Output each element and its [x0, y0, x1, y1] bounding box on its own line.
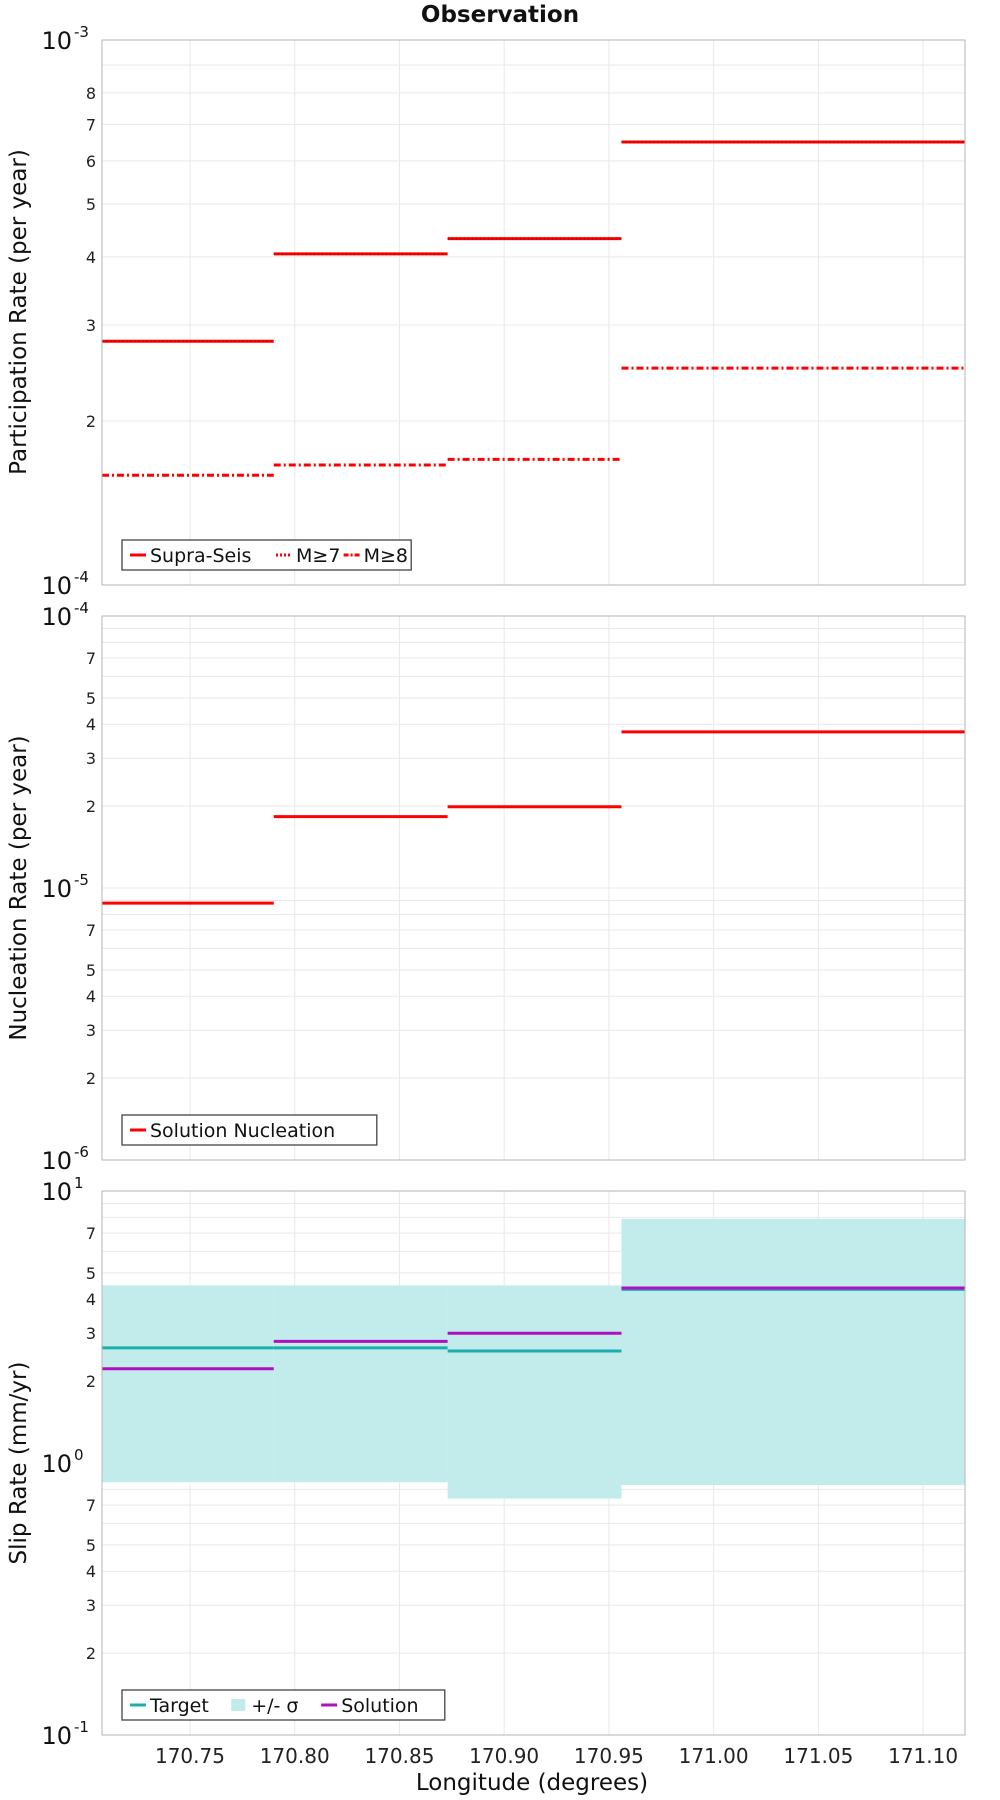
y-tick-label: 3: [86, 316, 96, 335]
x-tick-label: 171.05: [783, 1744, 853, 1768]
y-tick-label: 7: [86, 1496, 96, 1515]
y-major-tick-label: 10: [41, 27, 72, 55]
y-tick-label: 3: [86, 749, 96, 768]
y-tick-label: 8: [86, 84, 96, 103]
x-tick-label: 170.95: [574, 1744, 644, 1768]
y-tick-label: 5: [86, 689, 96, 708]
legend: Supra-Seis M≥7 M≥8: [121, 539, 412, 571]
legend-entry: Solution: [341, 1695, 418, 1717]
y-major-tick-label: 10: [41, 1147, 72, 1175]
legend-box: [121, 1114, 378, 1146]
y-major-tick-label: 10: [41, 1450, 72, 1478]
x-tick-label: 170.90: [469, 1744, 539, 1768]
y-tick-label: 2: [86, 1644, 96, 1663]
y-axis-label: Nucleation Rate (per year): [6, 735, 32, 1040]
legend-entry: M≥8: [364, 545, 408, 567]
legend-box: [121, 1689, 446, 1721]
y-tick-label: 4: [86, 248, 96, 267]
legend-entry: Solution Nucleation: [150, 1120, 335, 1142]
y-tick-label: 3: [86, 1021, 96, 1040]
y-major-tick-exponent: -5: [74, 871, 89, 889]
x-tick-label: 170.80: [260, 1744, 330, 1768]
y-tick-label: 2: [86, 797, 96, 816]
y-tick-label: 4: [86, 1290, 96, 1309]
y-axis-label: Participation Rate (per year): [6, 149, 32, 475]
plot-frame: [101, 39, 966, 586]
y-tick-label: 7: [86, 921, 96, 940]
x-tick-label: 171.00: [679, 1744, 749, 1768]
x-axis-label: Longitude (degrees): [416, 1770, 648, 1796]
legend-box: [121, 539, 412, 571]
y-tick-label: 2: [86, 1372, 96, 1391]
y-major-tick-exponent: 0: [74, 1446, 84, 1464]
chart-title: Observation: [421, 2, 579, 28]
y-tick-label: 5: [86, 961, 96, 980]
y-major-tick-exponent: -3: [74, 23, 89, 41]
x-tick-label: 170.75: [155, 1744, 225, 1768]
x-tick-label: 171.10: [888, 1744, 958, 1768]
x-axis: 170.75 170.80 170.85 170.90 170.95 171.00 171.…: [155, 1744, 958, 1768]
x-tick-label: 170.85: [364, 1744, 434, 1768]
y-tick-label: 4: [86, 1562, 96, 1581]
y-major-tick-label: 10: [41, 1178, 72, 1206]
y-major-tick-label: 10: [41, 603, 72, 631]
plot-frame: [101, 1190, 966, 1736]
plot-frame: [101, 615, 966, 1161]
y-tick-label: 2: [86, 1069, 96, 1088]
y-tick-label: 3: [86, 1324, 96, 1343]
y-major-tick-label: 10: [41, 1722, 72, 1750]
y-tick-label: 3: [86, 1596, 96, 1615]
y-tick-label: 4: [86, 715, 96, 734]
legend-entry: Supra-Seis: [150, 545, 251, 567]
y-tick-label: 2: [86, 412, 96, 431]
legend-entry: M≥7: [296, 545, 340, 567]
y-major-tick-label: 10: [41, 875, 72, 903]
sigma-band-segment: [102, 1285, 274, 1483]
y-tick-label: 6: [86, 152, 96, 171]
y-tick-label: 5: [86, 195, 96, 214]
legend-entry: +/- σ: [251, 1695, 298, 1717]
y-tick-label: 5: [86, 1264, 96, 1283]
sigma-band-segment: [621, 1218, 965, 1486]
y-tick-label: 7: [86, 1224, 96, 1243]
y-major-tick-exponent: -6: [74, 1143, 89, 1161]
y-major-tick-exponent: -4: [74, 568, 89, 586]
y-major-tick-exponent: -1: [74, 1718, 89, 1736]
y-tick-label: 7: [86, 649, 96, 668]
sigma-band-segment: [447, 1285, 622, 1499]
y-major-tick-exponent: 1: [74, 1174, 84, 1192]
legend: Target +/- σ Solution: [121, 1689, 446, 1721]
y-tick-label: 5: [86, 1536, 96, 1555]
y-tick-label: 4: [86, 987, 96, 1006]
y-major-tick-label: 10: [41, 572, 72, 600]
sigma-band-segment: [273, 1285, 448, 1483]
y-tick-label: 7: [86, 115, 96, 134]
y-axis-label: Slip Rate (mm/yr): [6, 1362, 32, 1565]
y-major-tick-exponent: -4: [74, 599, 89, 617]
legend-entry: Target: [149, 1695, 209, 1717]
legend-swatch: [231, 1699, 246, 1711]
legend: Solution Nucleation: [121, 1114, 378, 1146]
